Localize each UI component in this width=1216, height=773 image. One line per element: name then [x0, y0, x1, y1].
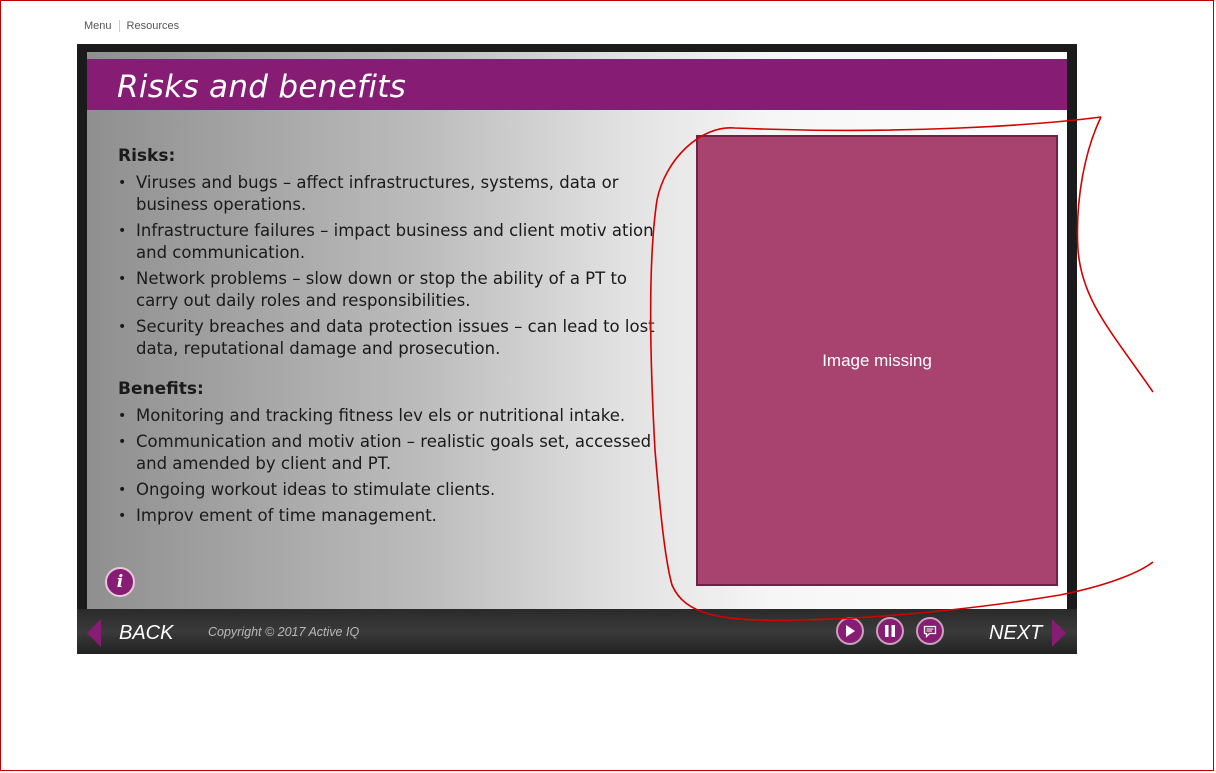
nav-divider — [118, 20, 120, 32]
notes-icon — [923, 625, 937, 638]
risks-list: Viruses and bugs – affect infrastructure… — [118, 172, 658, 360]
resources-link[interactable]: Resources — [126, 20, 180, 32]
list-item: Ongoing workout ideas to stimulate clien… — [118, 479, 658, 501]
list-item: Communication and motiv ation – realisti… — [118, 431, 658, 475]
list-item: Security breaches and data protection is… — [118, 316, 658, 360]
list-item: Monitoring and tracking fitness lev els … — [118, 405, 658, 427]
play-button[interactable] — [836, 617, 864, 645]
back-button[interactable]: BACK — [119, 622, 174, 644]
next-button[interactable]: NEXT — [989, 622, 1043, 644]
slide-canvas: Risks and benefits Risks: Viruses and bu… — [87, 52, 1067, 609]
image-missing-label: Image missing — [822, 350, 932, 370]
play-icon — [846, 625, 855, 637]
menu-link[interactable]: Menu — [84, 20, 112, 32]
list-item: Infrastructure failures – impact busines… — [118, 220, 658, 264]
back-arrow-icon[interactable] — [87, 619, 101, 647]
image-placeholder: Image missing — [696, 135, 1058, 586]
slide-content: Risks: Viruses and bugs – affect infrast… — [118, 146, 658, 531]
slide-title: Risks and benefits — [117, 69, 407, 105]
benefits-list: Monitoring and tracking fitness lev els … — [118, 405, 658, 527]
info-icon[interactable]: i — [105, 567, 135, 597]
list-item: Viruses and bugs – affect infrastructure… — [118, 172, 658, 216]
copyright-text: Copyright © 2017 Active IQ — [208, 625, 360, 639]
pause-button[interactable] — [876, 617, 904, 645]
next-arrow-icon[interactable] — [1052, 619, 1066, 647]
info-glyph: i — [116, 572, 124, 592]
benefits-heading: Benefits: — [118, 379, 204, 399]
list-item: Network problems – slow down or stop the… — [118, 268, 658, 312]
player-footer: BACK Copyright © 2017 Active IQ NEXT — [77, 609, 1077, 654]
top-nav: Menu Resources — [84, 20, 179, 32]
course-player: Risks and benefits Risks: Viruses and bu… — [77, 44, 1077, 654]
risks-heading: Risks: — [118, 146, 176, 166]
list-item: Improv ement of time management. — [118, 505, 658, 527]
pause-icon — [885, 625, 895, 637]
title-bar: Risks and benefits — [87, 59, 1067, 110]
notes-button[interactable] — [916, 617, 944, 645]
